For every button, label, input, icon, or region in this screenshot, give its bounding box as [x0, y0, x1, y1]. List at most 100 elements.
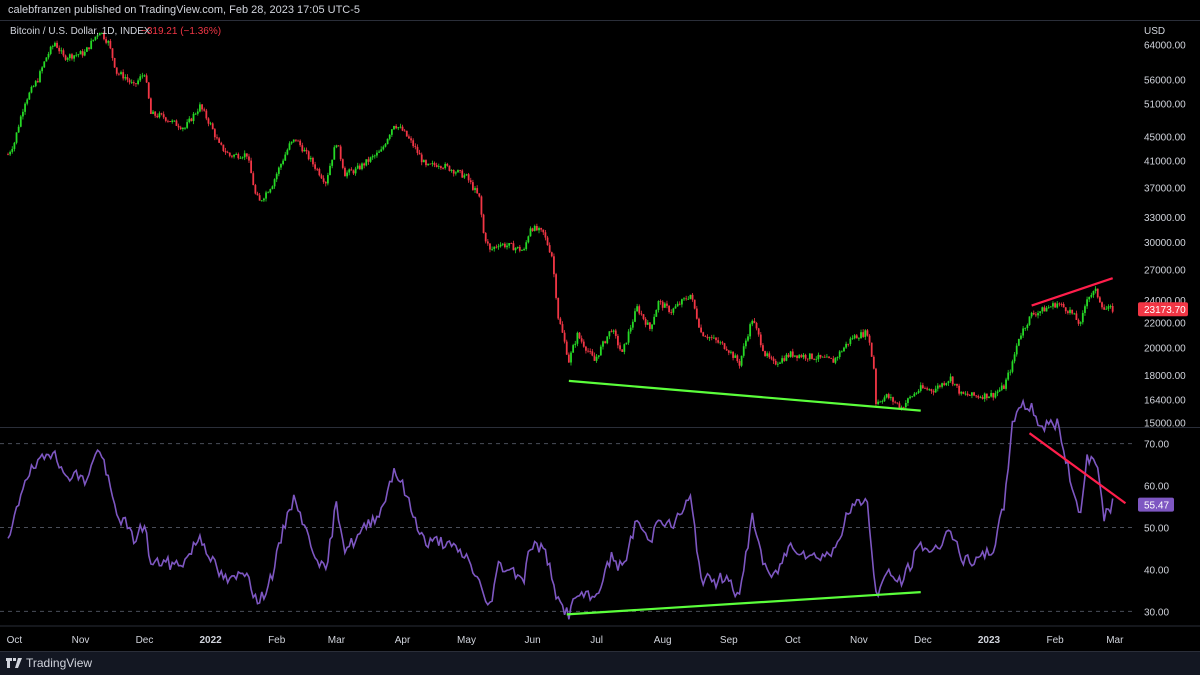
candle [879, 400, 882, 403]
candle [934, 385, 937, 393]
candle [508, 242, 511, 249]
candle [49, 45, 52, 56]
candle [395, 124, 398, 130]
candle [156, 113, 159, 119]
candle-body [646, 322, 649, 325]
candle [399, 123, 402, 129]
candle-body [105, 39, 107, 43]
candle [201, 104, 203, 112]
candle-body [395, 126, 398, 129]
candle-body [425, 160, 427, 166]
x-tick-label: Mar [328, 635, 346, 646]
candle-body [574, 343, 577, 346]
candle [857, 336, 860, 341]
candle-body [634, 311, 636, 322]
candle [326, 172, 329, 186]
candle-body [572, 345, 575, 353]
candle-body [770, 357, 773, 359]
candle-body [386, 138, 389, 145]
candle-body [1035, 314, 1037, 316]
candle-body [486, 241, 489, 244]
candle [1030, 311, 1033, 319]
candle [826, 354, 828, 358]
candle [495, 244, 498, 249]
candle [540, 227, 543, 232]
candle-body [806, 358, 809, 360]
candle-body [565, 341, 568, 355]
candle-body [666, 303, 668, 306]
candle-body [783, 358, 786, 361]
candle-body [433, 163, 436, 166]
candle [363, 162, 366, 169]
candle-body [875, 368, 877, 404]
candle-body [280, 164, 282, 168]
candle-body [390, 129, 393, 135]
candle-body [668, 305, 670, 312]
candle-body [305, 149, 308, 152]
candle [1056, 301, 1059, 309]
candle [557, 297, 560, 321]
price-tick-label: 27000.00 [1144, 265, 1186, 276]
candle [39, 69, 41, 83]
candle-body [659, 301, 662, 302]
candle-body [1009, 371, 1012, 373]
candle-body [54, 42, 56, 47]
candle [666, 300, 668, 309]
candle [800, 353, 803, 359]
candle [785, 352, 788, 362]
candle [614, 328, 617, 339]
candle [486, 239, 489, 246]
candle [870, 342, 873, 357]
candle-body [698, 318, 700, 328]
candle-body [410, 138, 412, 141]
candle [631, 319, 634, 330]
footer-bar: TradingView [0, 651, 1200, 675]
candle [836, 356, 839, 361]
candle-body [388, 134, 391, 139]
candle [975, 395, 978, 398]
bitcoin-chart[interactable]: USD 15000.00 16400.00 18000.00 20000.00 22000… [0, 21, 1200, 651]
candle-body [288, 143, 291, 150]
x-tick-label: Oct [7, 635, 23, 646]
candle [297, 139, 299, 142]
candle [604, 340, 607, 344]
candle-body [115, 67, 118, 74]
candle [489, 243, 491, 253]
candle [668, 305, 670, 314]
candle [634, 308, 636, 323]
candle [440, 165, 442, 170]
candle [309, 155, 312, 162]
candle-body [787, 354, 790, 357]
candle-body [776, 363, 779, 365]
candle-body [444, 163, 447, 169]
candle [461, 169, 464, 178]
candle [612, 329, 615, 334]
candle [625, 342, 628, 345]
candle [452, 169, 455, 177]
candle-body [314, 164, 316, 169]
candle-body [299, 140, 302, 146]
candle [704, 335, 707, 338]
candle [744, 338, 747, 349]
candle-body [930, 389, 933, 392]
candle-body [222, 144, 225, 151]
candle [333, 145, 336, 160]
candle-body [608, 331, 611, 337]
candle-body [294, 139, 297, 141]
candle-body [143, 75, 146, 77]
candle [13, 141, 16, 152]
candle [292, 139, 295, 143]
symbol-legend: Bitcoin / U.S. Dollar, 1D, INDEX [10, 26, 151, 37]
candle-body [794, 355, 796, 357]
candle-body [43, 61, 46, 68]
candle [358, 163, 361, 171]
candle [747, 333, 749, 342]
candle-body [440, 166, 442, 168]
candle [1103, 304, 1106, 310]
candle-body [231, 155, 233, 157]
candle-body [593, 355, 596, 361]
candle-body [715, 337, 717, 341]
candle-body [580, 338, 583, 342]
candle [47, 51, 50, 60]
candle [804, 353, 807, 361]
